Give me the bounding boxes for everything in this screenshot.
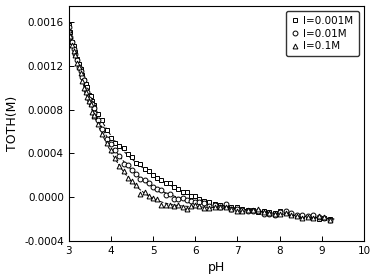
I=0.001M (109, 136, 113, 140)
I=0.001M (92, 105, 96, 108)
I=0.001M (327, 218, 332, 221)
Legend: I=0.001M, I=0.01M, I=0.1M: I=0.001M, I=0.01M, I=0.1M (286, 11, 359, 56)
Line: I=0.01M: I=0.01M (66, 24, 332, 223)
I=0.001M (251, 209, 255, 212)
I=0.1M (251, 208, 255, 212)
I=0.1M (143, 190, 147, 193)
I=0.01M (251, 209, 255, 212)
I=0.01M (143, 179, 147, 182)
I=0.01M (92, 111, 96, 114)
I=0.1M (300, 216, 305, 219)
I=0.001M (143, 168, 147, 171)
I=0.001M (67, 23, 71, 26)
I=0.1M (92, 113, 96, 116)
I=0.01M (327, 218, 332, 222)
I=0.001M (83, 82, 88, 86)
I=0.1M (109, 148, 113, 151)
I=0.1M (83, 90, 88, 94)
I=0.01M (109, 142, 113, 145)
Line: I=0.1M: I=0.1M (66, 28, 332, 222)
X-axis label: pH: pH (208, 262, 225, 274)
Line: I=0.001M: I=0.001M (66, 22, 332, 222)
Y-axis label: TOTH(M): TOTH(M) (6, 96, 18, 151)
I=0.001M (300, 215, 305, 218)
I=0.01M (300, 213, 305, 216)
I=0.1M (67, 29, 71, 32)
I=0.1M (327, 218, 332, 222)
I=0.01M (83, 88, 88, 92)
I=0.01M (67, 25, 71, 28)
